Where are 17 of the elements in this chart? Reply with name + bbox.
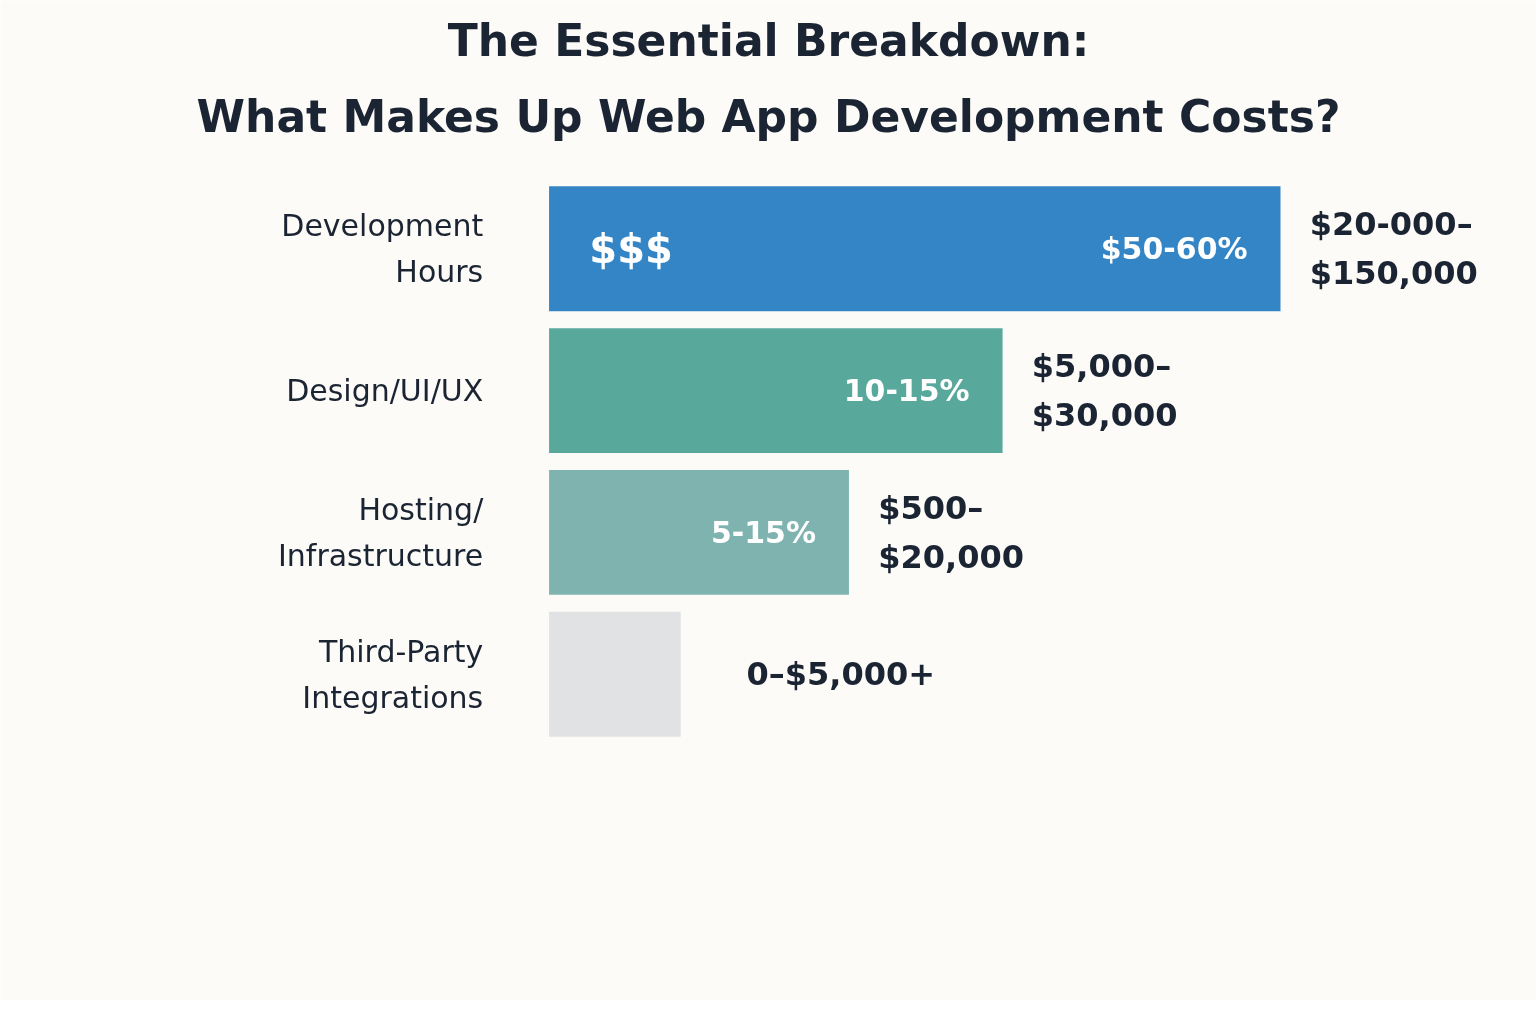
y-tick-label: Third-Party Integrations <box>302 634 484 715</box>
annotation: 10-15% <box>843 373 970 409</box>
annotation: $$$ <box>589 225 673 272</box>
y-tick-label: Hosting/ Infrastructure <box>277 492 485 573</box>
bar <box>549 328 1003 453</box>
y-tick-label: Design/UI/UX <box>286 373 484 409</box>
annotation: 0–$5,000+ <box>746 655 936 694</box>
chart-title: The Essential Breakdown: What Makes Up Web App Development Costs? <box>196 14 1341 143</box>
bar <box>549 611 681 737</box>
bar <box>549 186 1281 312</box>
annotation: $50-60% <box>1100 231 1248 267</box>
annotation: $20-000– $150,000 <box>1309 205 1478 293</box>
annotation: 5-15% <box>710 514 817 550</box>
y-tick-label: Development Hours <box>281 208 484 289</box>
annotation: $5,000– $30,000 <box>1031 346 1178 435</box>
bar <box>549 470 849 595</box>
annotation: $500– $20,000 <box>878 488 1024 577</box>
